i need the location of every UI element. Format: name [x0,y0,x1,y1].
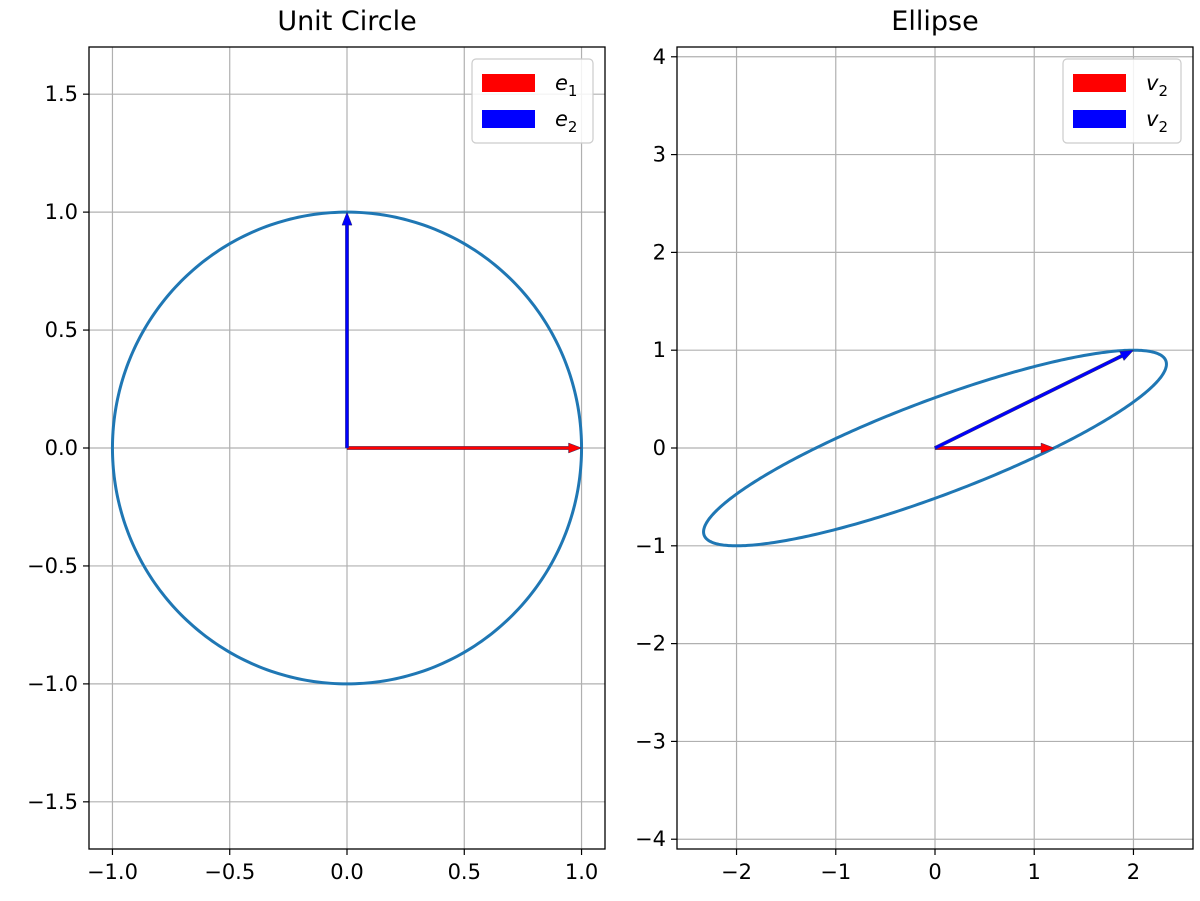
x-tick-label: 0 [928,860,941,884]
y-tick-label: 1 [653,338,666,362]
panel-title: Ellipse [891,6,978,37]
panel-title: Unit Circle [277,6,416,37]
y-tick-label: 3 [653,143,666,167]
x-tick-label: 1 [1028,860,1041,884]
y-tick-label: −3 [635,729,666,753]
y-tick-label: 2 [653,240,666,264]
legend-swatch [1073,74,1126,92]
vector-v2-arrow-1 [934,442,1055,454]
y-tick-label: −0.5 [27,554,78,578]
x-ticks: −1.0 −0.5 0.0 0.5 1.0 [87,849,598,884]
vectors [933,349,1135,454]
curve [110,210,584,686]
unit-circle-panel: Unit Circle −1.0 −0.5 0.0 0.5 1.0 −1.5 −1.0 −0… [27,6,606,884]
vector-e2-arrow-2 [341,211,353,449]
y-tick-label: 0.5 [45,318,78,342]
y-tick-label: −2 [635,632,666,656]
y-tick-label: 1.0 [45,200,78,224]
y-tick-label: −1.0 [27,672,78,696]
x-tick-label: 0.5 [448,860,481,884]
legend-swatch [482,74,535,92]
x-tick-label: 0.0 [330,860,363,884]
y-tick-label: 1.5 [45,82,78,106]
y-tick-label: 0 [653,436,666,460]
curve-line [702,348,1168,548]
y-tick-label: 4 [653,45,666,69]
x-tick-label: 2 [1127,860,1140,884]
y-tick-label: −4 [635,827,666,851]
vector-v2-arrow-2 [933,349,1135,450]
y-tick-label: 0.0 [45,436,78,460]
vectors [341,211,583,454]
x-ticks: −2 −1 0 1 2 [721,849,1140,884]
curve-line [110,210,584,686]
legend-swatch [1073,110,1126,128]
y-ticks: −4 −3 −2 −1 0 1 2 3 4 [635,45,677,851]
x-tick-label: −2 [721,860,752,884]
x-tick-label: −0.5 [204,860,255,884]
y-tick-label: −1 [635,534,666,558]
y-ticks: −1.5 −1.0 −0.5 0.0 0.5 1.0 1.5 [27,82,89,814]
legend-swatch [482,110,535,128]
x-tick-label: −1.0 [87,860,138,884]
vector-e1-arrow-1 [346,442,583,454]
x-tick-label: −1 [820,860,851,884]
curve [702,348,1168,548]
y-tick-label: −1.5 [27,790,78,814]
x-tick-label: 1.0 [565,860,598,884]
